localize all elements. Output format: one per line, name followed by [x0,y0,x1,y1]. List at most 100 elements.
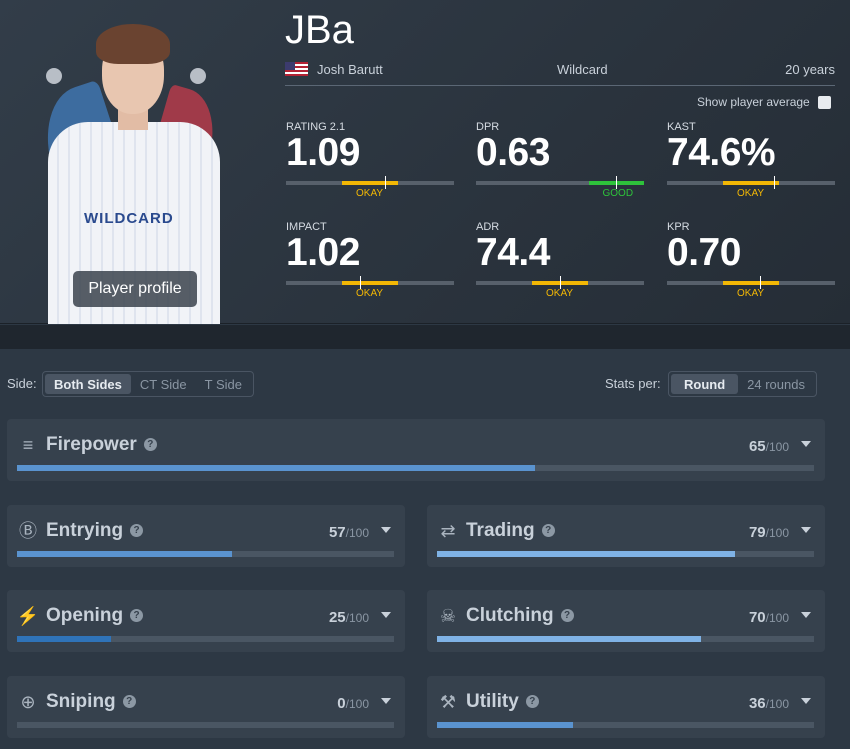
category-title: Clutching? [466,605,574,627]
stat-range-bar [667,176,835,189]
firepower-icon: ≡ [22,435,34,455]
stat-range-segment [342,181,398,185]
stats-per-filter: Round 24 rounds [668,371,817,397]
category-title: Sniping? [46,691,136,713]
category-score: 70/100 [729,609,789,626]
expand-chevron-icon[interactable] [801,527,811,533]
stat-range-bar [286,276,454,289]
category-name: Sniping [46,691,116,712]
stat-label: KPR [667,221,690,233]
player-hair [96,24,170,64]
player-nickname: JBa [285,8,354,52]
stat-value: 0.63 [476,131,550,174]
stat-label: KAST [667,121,696,133]
stats-per-label: Stats per: [605,376,661,391]
category-progress-track [17,551,394,557]
stat-label: ADR [476,221,500,233]
category-progress-track [17,465,814,471]
category-progress-fill [437,636,701,642]
category-score-value: 57 [328,524,346,541]
category-progress-track [17,722,394,728]
category-score-value: 36 [748,695,766,712]
stat-label: IMPACT [286,221,327,233]
category-progress-fill [437,722,573,728]
stat-label: DPR [476,121,500,133]
side-ct-button[interactable]: CT Side [139,376,187,392]
show-player-average-toggle[interactable]: Show player average [697,95,831,109]
show-player-average-checkbox[interactable] [817,95,831,109]
category-name: Entrying [46,520,124,541]
player-team-link[interactable]: Wildcard [557,62,608,77]
category-card-firepower[interactable]: ≡ Firepower? 65/100 [7,419,825,481]
stat-value: 1.02 [286,231,360,274]
stat-label: RATING 2.1 [286,121,346,133]
category-title: Opening? [46,605,144,627]
shirt-sponsor-text: WILDCARD [84,210,174,227]
category-progress-fill [437,551,735,557]
category-score-denominator: /100 [345,611,369,625]
stat-range-bar [667,276,835,289]
stat-value-marker [560,276,561,289]
help-icon[interactable]: ? [130,609,144,623]
category-progress-fill [17,465,536,471]
category-card-opening[interactable]: ⚡ Opening? 25/100 [7,590,405,652]
player-real-name: Josh Barutt [317,62,383,77]
stat-value-marker [360,276,361,289]
stat-range-segment [342,281,398,285]
utility-icon: ⚒ [439,692,457,712]
expand-chevron-icon[interactable] [381,527,391,533]
category-score: 0/100 [309,695,369,712]
expand-chevron-icon[interactable] [801,441,811,447]
stat-value: 0.70 [667,231,741,274]
help-icon[interactable]: ? [560,609,574,623]
stat-value: 74.4 [476,231,550,274]
category-score-denominator: /100 [765,611,789,625]
category-score: 36/100 [729,695,789,712]
category-score: 65/100 [729,438,789,455]
side-both-button[interactable]: Both Sides [45,374,131,394]
stats-per-24-rounds-button[interactable]: 24 rounds [747,376,805,392]
help-icon[interactable]: ? [130,524,144,538]
category-progress-fill [17,551,232,557]
stat-range-bar [476,276,644,289]
category-card-utility[interactable]: ⚒ Utility? 36/100 [427,676,825,738]
stat-adr: ADR 74.4 OKAY [476,221,646,316]
stats-per-round-button[interactable]: Round [671,374,739,394]
category-card-entrying[interactable]: Ⓑ Entrying? 57/100 [7,505,405,567]
section-divider [0,325,850,349]
category-card-clutching[interactable]: ☠ Clutching? 70/100 [427,590,825,652]
category-card-sniping[interactable]: ⊕ Sniping? 0/100 [7,676,405,738]
player-age: 20 years [785,62,835,77]
help-icon[interactable]: ? [143,438,157,452]
expand-chevron-icon[interactable] [381,698,391,704]
stat-rating-label: OKAY [356,188,384,199]
category-score: 79/100 [729,524,789,541]
category-progress-track [437,722,814,728]
expand-chevron-icon[interactable] [801,612,811,618]
expand-chevron-icon[interactable] [801,698,811,704]
category-score: 25/100 [309,609,369,626]
category-score-value: 0 [337,695,346,712]
category-card-trading[interactable]: ⇄ Trading? 79/100 [427,505,825,567]
stat-rating-label: OKAY [356,288,384,299]
category-score-value: 79 [748,524,766,541]
category-progress-track [437,636,814,642]
player-profile-button[interactable]: Player profile [73,271,197,307]
help-icon[interactable]: ? [525,695,539,709]
stat-rating-label: GOOD [602,188,634,199]
category-score-value: 65 [748,438,766,455]
stat-value-marker [760,276,761,289]
stat-value-marker [616,176,617,189]
category-name: Firepower [46,434,137,455]
help-icon[interactable]: ? [541,524,555,538]
stat-value: 74.6% [667,131,776,174]
category-score-value: 25 [328,609,346,626]
expand-chevron-icon[interactable] [381,612,391,618]
category-name: Clutching [466,605,554,626]
category-score-value: 70 [748,609,766,626]
side-t-button[interactable]: T Side [204,376,242,392]
category-title: Trading? [466,520,555,542]
stat-rating-label: OKAY [737,188,765,199]
help-icon[interactable]: ? [122,695,136,709]
stat-value-marker [385,176,386,189]
